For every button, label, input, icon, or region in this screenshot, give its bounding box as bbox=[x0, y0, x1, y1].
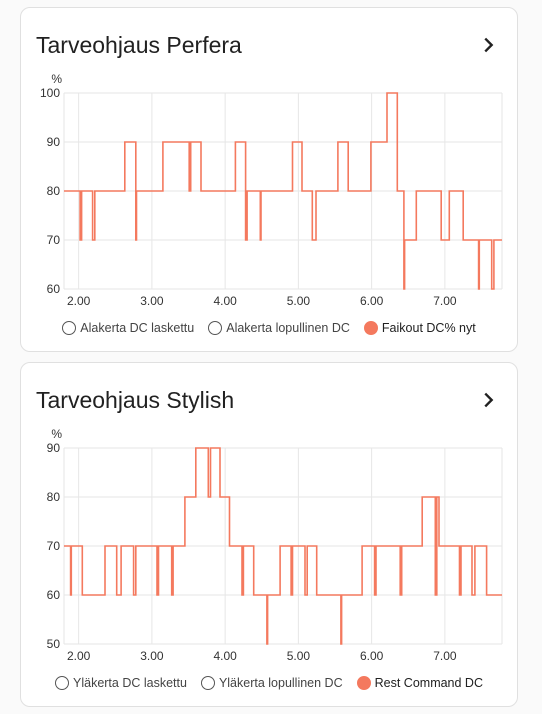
x-tick-label: 6.00 bbox=[360, 649, 384, 663]
chart-card-perfera[interactable]: Tarveohjaus Perfera 60 70 80 90 100 2.00 3.00 4… bbox=[20, 7, 518, 352]
x-tick-label: 2.00 bbox=[67, 294, 91, 308]
legend-dot-icon bbox=[356, 676, 371, 690]
legend-label: Rest Command DC bbox=[374, 676, 483, 690]
legend-label: Faikout DC% nyt bbox=[381, 321, 476, 335]
legend-item[interactable]: Faikout DC% nyt bbox=[363, 321, 476, 335]
x-tick-label: 7.00 bbox=[433, 649, 457, 663]
y-tick-label: 90 bbox=[47, 135, 61, 149]
card-title: Tarveohjaus Perfera bbox=[36, 32, 242, 58]
legend-label: Alakerta DC laskettu bbox=[80, 321, 195, 335]
x-tick-label: 5.00 bbox=[287, 294, 311, 308]
y-tick-label: 90 bbox=[47, 441, 61, 455]
y-tick-label: 60 bbox=[47, 282, 61, 296]
legend-item[interactable]: Yläkerta lopullinen DC bbox=[200, 676, 343, 690]
legend-dot-icon bbox=[55, 676, 69, 690]
x-tick-label: 4.00 bbox=[213, 294, 237, 308]
y-unit-label: % bbox=[51, 72, 62, 86]
legend-dot-icon bbox=[62, 321, 77, 335]
y-tick-label: 80 bbox=[47, 490, 61, 504]
legend-dot-icon bbox=[208, 321, 223, 335]
legend-dot-icon bbox=[363, 321, 378, 335]
series-line[interactable] bbox=[64, 447, 502, 645]
legend-label: Yläkerta lopullinen DC bbox=[218, 676, 343, 690]
card-title: Tarveohjaus Stylish bbox=[36, 387, 235, 413]
legend-label: Alakerta lopullinen DC bbox=[226, 321, 350, 335]
y-tick-label: 60 bbox=[47, 588, 61, 602]
legend-item[interactable]: Yläkerta DC laskettu bbox=[55, 676, 187, 690]
y-unit-label: % bbox=[51, 427, 62, 441]
legend-item[interactable]: Alakerta DC laskettu bbox=[62, 321, 194, 335]
y-tick-label: 50 bbox=[47, 637, 61, 651]
series-line[interactable] bbox=[64, 92, 502, 290]
x-tick-label: 2.00 bbox=[67, 649, 91, 663]
chart-legend: Yläkerta DC laskettu Yläkerta lopullinen… bbox=[21, 676, 517, 690]
legend-item[interactable]: Alakerta lopullinen DC bbox=[208, 321, 350, 335]
y-tick-label: 70 bbox=[47, 539, 61, 553]
line-chart[interactable]: 50 60 70 80 90 2.00 3.00 4.00 5.00 6.00 7.00% bbox=[21, 363, 519, 673]
legend-label: Yläkerta DC laskettu bbox=[73, 676, 187, 690]
x-tick-label: 6.00 bbox=[360, 294, 384, 308]
y-tick-label: 70 bbox=[47, 233, 61, 247]
legend-item[interactable]: Rest Command DC bbox=[356, 676, 483, 690]
x-tick-label: 7.00 bbox=[433, 294, 457, 308]
line-chart[interactable]: 60 70 80 90 100 2.00 3.00 4.00 5.00 6.00 7.00% bbox=[21, 8, 519, 318]
chevron-right-icon[interactable] bbox=[477, 389, 499, 411]
legend-dot-icon bbox=[200, 676, 215, 690]
x-tick-label: 3.00 bbox=[140, 649, 164, 663]
chevron-right-icon[interactable] bbox=[477, 34, 499, 56]
x-tick-label: 5.00 bbox=[287, 649, 311, 663]
chart-card-stylish[interactable]: Tarveohjaus Stylish 50 60 70 80 90 2.00 3.00 4.… bbox=[20, 362, 518, 707]
y-tick-label: 100 bbox=[40, 86, 60, 100]
chart-legend: Alakerta DC laskettu Alakerta lopullinen… bbox=[21, 321, 517, 335]
x-tick-label: 3.00 bbox=[140, 294, 164, 308]
x-tick-label: 4.00 bbox=[213, 649, 237, 663]
y-tick-label: 80 bbox=[47, 184, 61, 198]
